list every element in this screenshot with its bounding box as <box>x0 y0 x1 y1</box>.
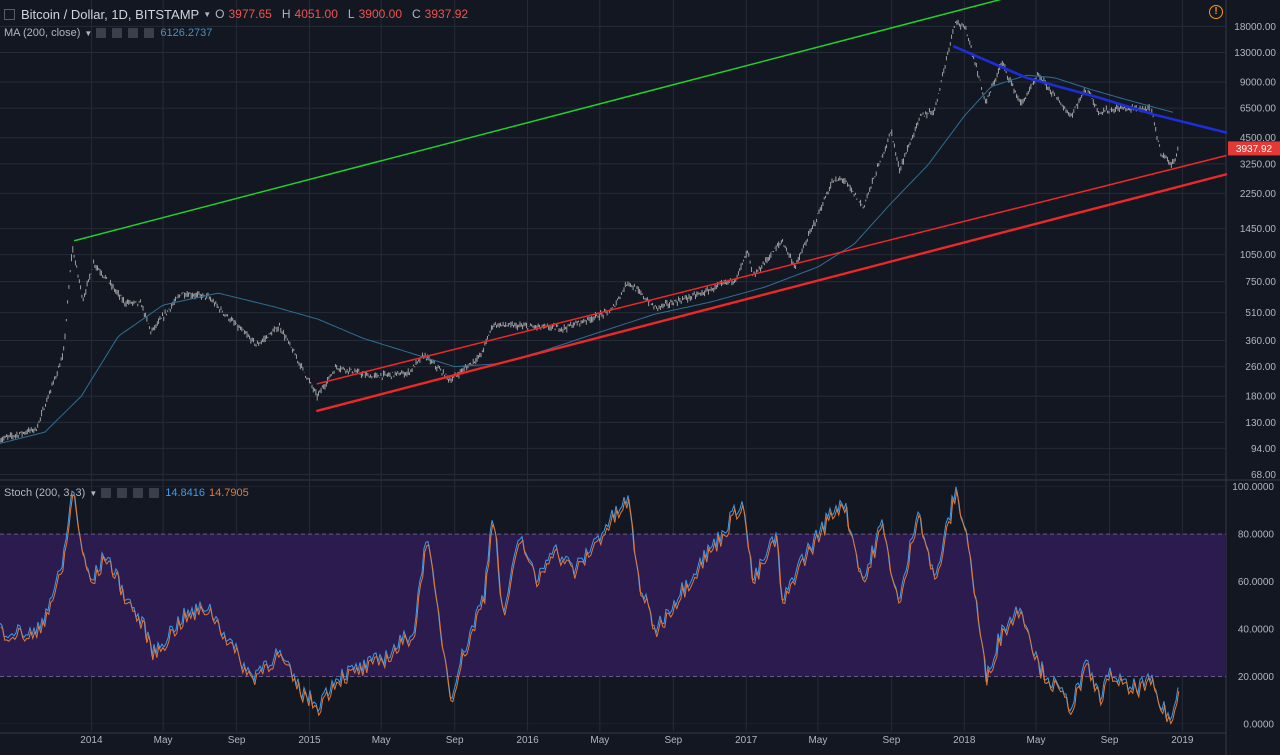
ma-header: MA (200, close) ▼ 6126.2737 <box>4 26 212 40</box>
y-tick-label: 3250.00 <box>1240 159 1277 170</box>
stoch-header: Stoch (200, 3, 3) ▼ 14.8416 14.7905 <box>4 486 249 500</box>
eye-icon[interactable] <box>96 28 107 38</box>
stoch-tick-label: 40.0000 <box>1238 625 1275 636</box>
y-tick-label: 1450.00 <box>1240 224 1277 235</box>
y-tick-label: 9000.00 <box>1240 78 1277 89</box>
y-tick-label: 94.00 <box>1251 444 1276 455</box>
stoch-d-value: 14.7905 <box>209 487 249 499</box>
x-tick-label: Sep <box>1101 735 1119 746</box>
close-value: 3937.92 <box>424 7 469 21</box>
alert-icon[interactable]: ! <box>1209 5 1223 19</box>
y-tick-label: 68.00 <box>1251 470 1276 481</box>
green-trendline <box>73 0 1002 242</box>
stoch-tick-label: 20.0000 <box>1238 672 1275 683</box>
y-tick-label: 180.00 <box>1245 392 1276 403</box>
y-tick-label: 18000.00 <box>1234 22 1276 33</box>
eye-icon[interactable] <box>101 488 112 498</box>
y-tick-label: 4500.00 <box>1240 133 1277 144</box>
last-price-tag <box>1228 141 1280 156</box>
stoch-tick-label: 100.0000 <box>1232 482 1274 493</box>
red-trendline <box>316 154 1227 385</box>
collapse-icon[interactable] <box>4 8 15 20</box>
stoch-band <box>0 533 1226 677</box>
x-tick-label: May <box>590 735 609 746</box>
more-icon[interactable] <box>144 28 155 38</box>
close-label: C <box>412 7 421 21</box>
stoch-k-value: 14.8416 <box>165 487 206 499</box>
stoch-d-line <box>0 490 1180 725</box>
red-trendline <box>316 173 1228 412</box>
y-tick-label: 750.00 <box>1245 277 1276 288</box>
x-tick-label: 2018 <box>953 735 976 746</box>
settings-icon[interactable] <box>112 28 123 38</box>
open-value: 3977.65 <box>228 7 272 21</box>
chevron-down-icon[interactable]: ▼ <box>89 488 98 498</box>
stoch-tick-label: 60.0000 <box>1238 577 1275 588</box>
low-value: 3900.00 <box>358 7 402 21</box>
trendlines <box>73 0 1228 412</box>
axes: 2014 May Sep 2015 May Sep 2016 May Sep 2017 May Sep… <box>80 22 1280 746</box>
low-label: L <box>347 7 355 21</box>
x-tick-label: 2014 <box>80 735 103 746</box>
y-tick-label: 6500.00 <box>1240 104 1277 115</box>
y-tick-label: 130.00 <box>1245 418 1276 429</box>
moving-average <box>0 74 1174 444</box>
y-tick-label: 260.00 <box>1245 362 1276 373</box>
stoch-tick-label: 0.0000 <box>1243 719 1274 730</box>
x-tick-label: 2015 <box>298 735 321 746</box>
stoch-label[interactable]: Stoch (200, 3, 3) <box>4 487 86 499</box>
y-tick-label: 1050.00 <box>1240 250 1277 261</box>
symbol-header: Bitcoin / Dollar, 1D, BITSTAMP ▼ O 3977.6… <box>4 6 474 22</box>
stoch-band-fill <box>0 534 1226 677</box>
x-tick-label: May <box>372 735 391 746</box>
high-value: 4051.00 <box>294 7 338 21</box>
symbol-title[interactable]: Bitcoin / Dollar, 1D, BITSTAMP <box>21 6 200 22</box>
stoch-tick-label: 80.0000 <box>1238 530 1275 541</box>
close-icon[interactable] <box>133 488 144 498</box>
x-tick-label: Sep <box>446 735 464 746</box>
chevron-down-icon[interactable]: ▼ <box>84 28 93 38</box>
x-tick-label: Sep <box>883 735 901 746</box>
x-tick-label: Sep <box>228 735 246 746</box>
x-tick-label: May <box>808 735 827 746</box>
settings-icon[interactable] <box>117 488 128 498</box>
chevron-down-icon[interactable]: ▼ <box>203 9 212 19</box>
more-icon[interactable] <box>149 488 160 498</box>
ma-value: 6126.2737 <box>160 27 213 39</box>
last-price-label: 3937.92 <box>1236 144 1273 155</box>
close-icon[interactable] <box>128 28 139 38</box>
open-label: O <box>215 7 225 21</box>
x-tick-label: May <box>1027 735 1046 746</box>
x-tick-label: May <box>154 735 173 746</box>
ma-label[interactable]: MA (200, close) <box>4 27 81 39</box>
blue-trendline <box>952 45 1228 134</box>
y-tick-label: 510.00 <box>1245 308 1276 319</box>
x-tick-label: Sep <box>664 735 682 746</box>
high-label: H <box>281 7 291 21</box>
y-tick-label: 2250.00 <box>1240 189 1277 200</box>
y-tick-label: 360.00 <box>1245 336 1276 347</box>
ma-line <box>0 74 1174 444</box>
x-tick-label: 2016 <box>516 735 539 746</box>
stoch-series <box>0 486 1180 725</box>
x-tick-label: 2017 <box>735 735 758 746</box>
price-series <box>0 19 1179 443</box>
x-tick-label: 2019 <box>1171 735 1194 746</box>
y-tick-label: 13000.00 <box>1234 48 1276 59</box>
